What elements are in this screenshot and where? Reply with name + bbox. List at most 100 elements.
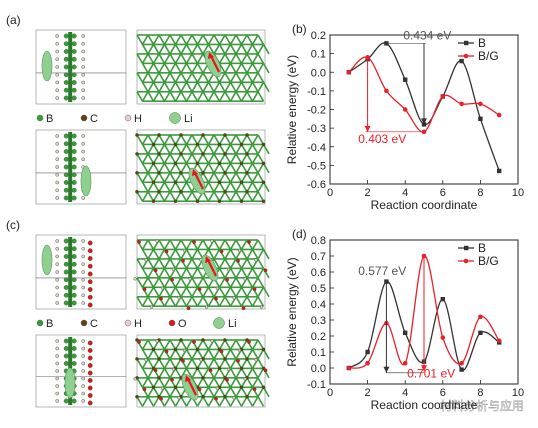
boron-bond	[213, 44, 221, 55]
x-tick-label: 10	[512, 387, 524, 399]
legend-label-B: B	[478, 241, 486, 255]
data-point-B	[459, 367, 464, 372]
boron-bond	[213, 91, 221, 102]
boron-bond	[163, 277, 171, 288]
hydrogen-atom	[81, 196, 85, 200]
boron-bond	[180, 153, 188, 164]
oxygen-atom	[186, 306, 191, 311]
o-legend-label: O	[178, 318, 187, 330]
hydrogen-atom	[55, 354, 60, 358]
boron-bond	[141, 172, 149, 183]
lithium-legend-marker	[169, 112, 181, 124]
data-point-B/G	[384, 88, 389, 94]
boron-bond	[240, 267, 248, 279]
boron-bond	[152, 249, 160, 260]
boron-atom	[63, 187, 69, 193]
boron-bond	[185, 91, 193, 102]
boron-bond	[257, 181, 265, 193]
hydrogen-atom	[171, 367, 176, 371]
carbon-atom	[195, 142, 200, 147]
boron-atom	[63, 87, 69, 93]
boron-bond	[180, 172, 188, 183]
boron-atom	[63, 338, 69, 344]
x-tick-label: 8	[477, 187, 483, 199]
boron-bond	[240, 153, 248, 164]
boron-bond	[218, 53, 226, 64]
boron-bond	[152, 349, 160, 360]
carbon-atom	[239, 142, 244, 147]
c-legend-label: C	[90, 318, 98, 330]
hydrogen-atom	[55, 157, 60, 162]
boron-atom	[63, 398, 69, 404]
hydrogen-atom	[55, 41, 60, 46]
hydrogen-atom	[237, 248, 242, 253]
boron-bond	[213, 339, 221, 350]
boron-bond	[163, 44, 171, 55]
hydrogen-atom	[55, 134, 60, 138]
boron-bond	[191, 367, 199, 379]
oxygen-atom	[181, 259, 185, 263]
boron-atom	[71, 261, 77, 267]
boron-bond	[136, 296, 144, 307]
boron-bond	[229, 172, 237, 183]
boron-bond	[218, 153, 226, 164]
boron-bond	[191, 277, 199, 288]
boron-bond	[174, 339, 182, 350]
carbon-atom	[223, 133, 227, 137]
oxygen-atom	[252, 287, 257, 292]
data-point-B/G	[459, 101, 464, 107]
lithium-path	[41, 50, 53, 82]
carbon-atom	[157, 376, 161, 380]
boron-atom	[71, 195, 77, 201]
boron-bond	[196, 277, 204, 288]
boron-bond	[224, 153, 232, 164]
boron-atom	[63, 246, 69, 252]
boron-bond	[158, 277, 166, 288]
boron-bond	[152, 277, 160, 288]
boron-bond	[169, 239, 177, 250]
h-legend-marker	[124, 319, 132, 327]
boron-bond	[224, 258, 232, 269]
boron-bond	[229, 367, 237, 379]
boron-bond	[141, 239, 149, 250]
boron-bond	[180, 144, 188, 155]
data-point-B/G	[440, 335, 446, 340]
hydrogen-atom	[55, 339, 60, 343]
boron-bond	[141, 53, 149, 64]
carbon-atom	[239, 366, 244, 371]
lithium-path	[80, 165, 92, 197]
boron-atom	[63, 56, 69, 62]
oxygen-atom	[87, 248, 93, 254]
carbon-atom	[261, 180, 266, 185]
boron-bond	[213, 249, 221, 260]
boron-bond	[229, 162, 237, 174]
hydrogen-atom	[55, 88, 60, 93]
boron-atom	[63, 361, 69, 366]
boron-bond	[163, 144, 171, 155]
boron-bond	[158, 191, 166, 202]
oxygen-atom	[219, 249, 224, 254]
boron-bond	[147, 53, 155, 64]
boron-bond	[169, 81, 177, 93]
carbon-atom	[179, 189, 183, 194]
boron-bond	[169, 34, 177, 45]
boron-bond	[174, 249, 182, 260]
boron-bond	[262, 44, 270, 55]
boron-bond	[163, 191, 171, 202]
hydrogen-atom	[55, 391, 60, 396]
oxygen-atom	[214, 396, 218, 401]
boron-atom	[71, 41, 77, 47]
boron-bond	[257, 72, 265, 83]
boron-bond	[240, 172, 248, 183]
boron-bond	[196, 349, 204, 360]
y-tick-label: -0.5	[307, 160, 326, 172]
boron-bond	[163, 358, 171, 369]
chart-d: (d) 0 2 4 6 8 10 0.8 0.7 0.6 0.5 0.4 0.3 0.2 0.1 0.0 -0.…	[285, 227, 524, 412]
hydrogen-atom	[81, 49, 85, 54]
x-tick-label: 0	[327, 187, 333, 199]
boron-atom	[71, 87, 77, 93]
boron-bond	[235, 62, 243, 74]
boron-bond	[202, 377, 210, 388]
boron-bond	[235, 153, 243, 164]
boron-bond	[246, 153, 254, 164]
